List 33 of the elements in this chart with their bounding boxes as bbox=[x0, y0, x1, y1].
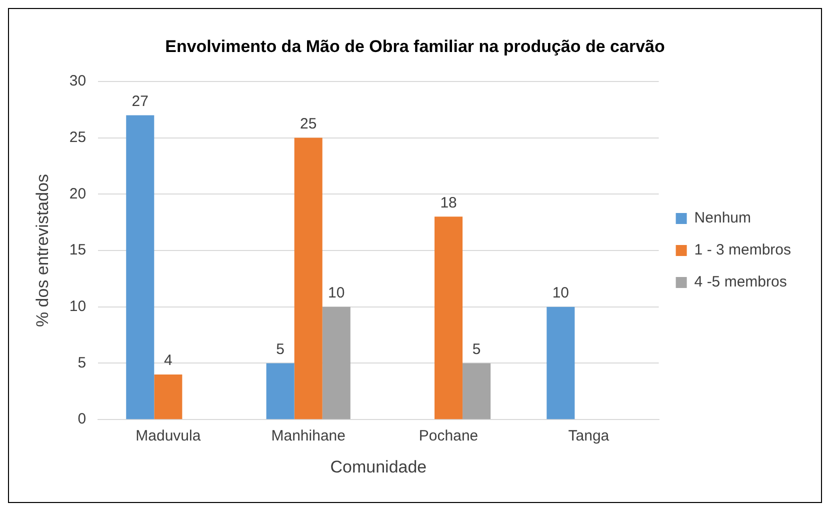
x-tick-label: Manhihane bbox=[271, 428, 346, 445]
y-tick-label: 0 bbox=[78, 410, 86, 428]
y-tick-label: 30 bbox=[69, 72, 86, 90]
data-label: 4 bbox=[164, 352, 172, 370]
legend-label: 1 - 3 membros bbox=[694, 242, 792, 259]
x-tick-label: Tanga bbox=[568, 428, 610, 445]
bar bbox=[462, 363, 491, 420]
data-label: 10 bbox=[328, 284, 345, 302]
x-tick-label: Pochane bbox=[418, 428, 478, 445]
bar bbox=[154, 374, 182, 420]
data-label: 10 bbox=[552, 284, 570, 302]
data-label: 5 bbox=[276, 340, 284, 358]
legend-label: Nenhum bbox=[694, 210, 752, 227]
y-tick-label: 15 bbox=[69, 242, 86, 259]
bar bbox=[126, 115, 154, 420]
y-tick-label: 5 bbox=[78, 354, 86, 372]
y-tick-label: 10 bbox=[69, 298, 86, 316]
bar bbox=[266, 363, 294, 420]
legend-label: 4 -5 membros bbox=[694, 274, 787, 291]
data-label: 27 bbox=[132, 92, 148, 110]
bar bbox=[546, 306, 575, 420]
y-tick-label: 25 bbox=[69, 128, 86, 146]
x-tick-label: Maduvula bbox=[136, 428, 202, 445]
data-label: 18 bbox=[440, 194, 457, 212]
data-label: 25 bbox=[300, 115, 317, 132]
bar bbox=[294, 138, 322, 420]
y-axis-title: % dos entrevistados bbox=[32, 174, 52, 328]
bar bbox=[434, 216, 463, 420]
bar bbox=[322, 306, 350, 420]
x-axis-title: Comunidade bbox=[330, 457, 427, 476]
y-tick-label: 20 bbox=[69, 185, 86, 202]
data-label: 5 bbox=[472, 340, 481, 358]
chart-title: Envolvimento da Mão de Obra familiar na produção de carvão bbox=[165, 36, 665, 56]
